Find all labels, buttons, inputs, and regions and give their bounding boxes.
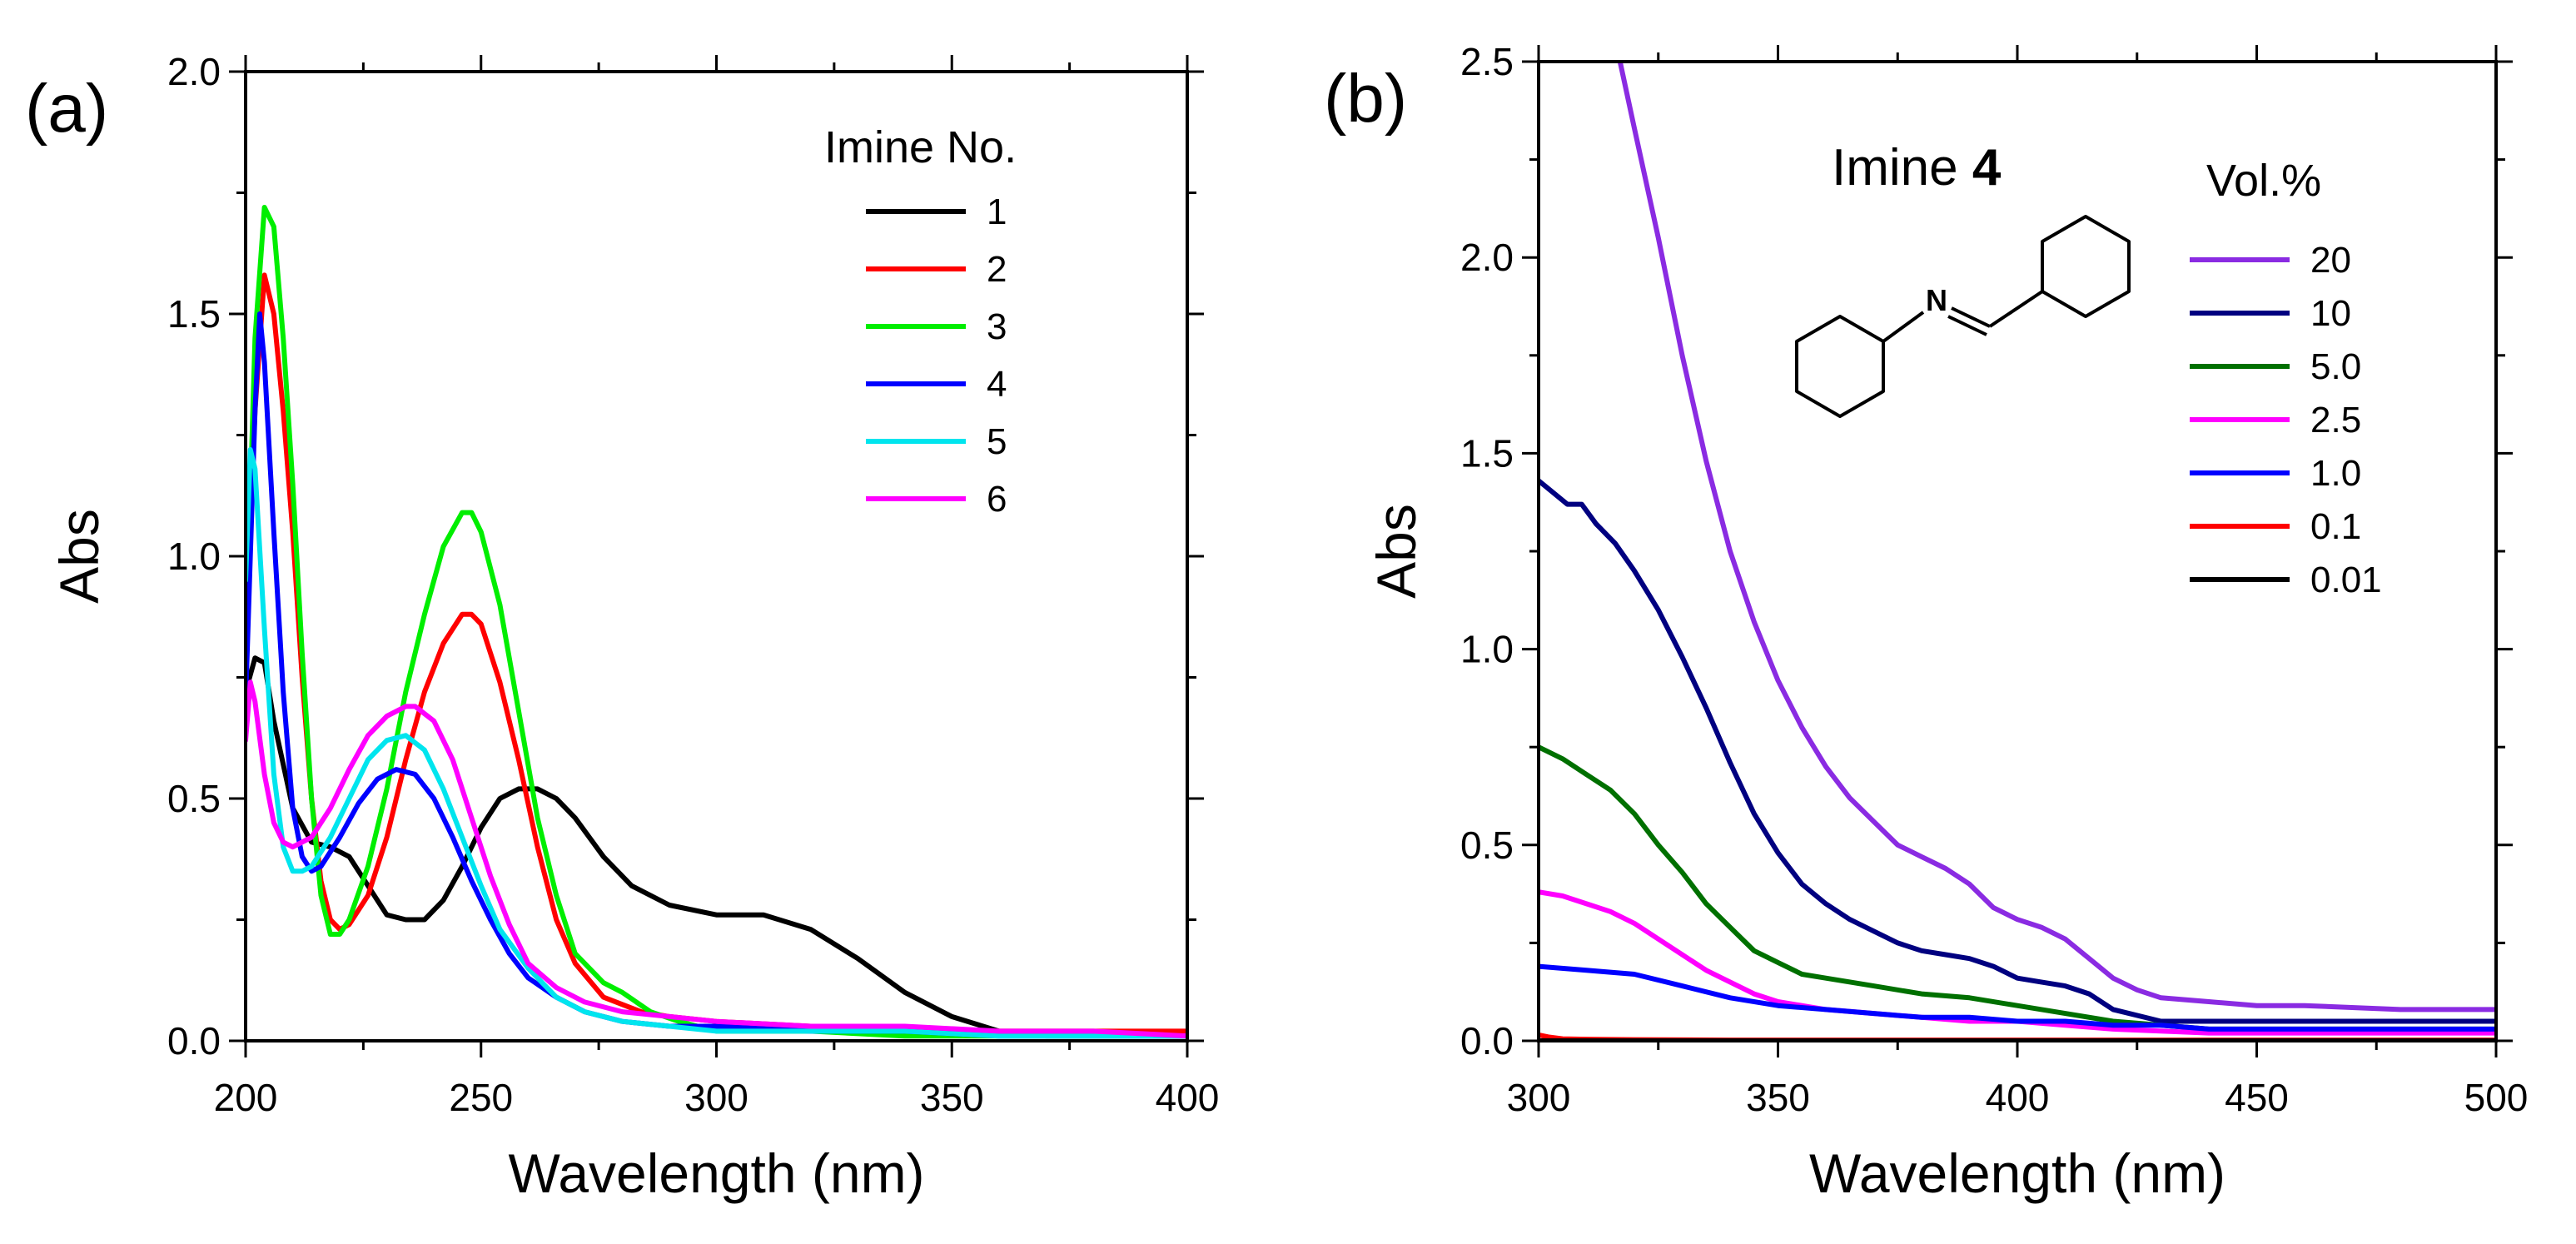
legend-label-0.1: 0.1 bbox=[2310, 506, 2361, 547]
series-line-2 bbox=[246, 272, 1187, 1034]
series-line-10 bbox=[1539, 478, 2496, 1024]
y-tick-label: 1.5 bbox=[1460, 431, 1514, 475]
cyclohexyl-ring-right bbox=[2041, 215, 2131, 318]
legend-label-20: 20 bbox=[2310, 240, 2351, 281]
bond-c-c bbox=[1988, 290, 2044, 328]
compound-annotation: Imine 4 bbox=[1832, 139, 2002, 197]
legend-label-3: 3 bbox=[987, 306, 1007, 347]
series-line-20 bbox=[1617, 62, 2496, 1013]
x-tick-label: 200 bbox=[214, 1076, 278, 1119]
x-tick-label: 500 bbox=[2464, 1076, 2529, 1119]
panel-label: (a) bbox=[25, 71, 108, 147]
plot-frame bbox=[244, 70, 1189, 1042]
x-tick-label: 350 bbox=[920, 1076, 984, 1119]
series-line-1 bbox=[246, 655, 1187, 1039]
nitrogen-atom-label: N bbox=[1926, 283, 1947, 317]
x-tick-label: 250 bbox=[449, 1076, 513, 1119]
plot-frame bbox=[1537, 60, 2498, 1042]
panel-b: 300 350 400 450 500 0.0 0.5 1.0 1.5 2.0 2.5 Wavelen… bbox=[1324, 40, 2528, 1204]
y-tick-label: 0.0 bbox=[1460, 1019, 1514, 1062]
y-axis-title: Abs bbox=[1365, 504, 1427, 599]
compound-number: 4 bbox=[1972, 139, 2002, 197]
x-tick-label: 400 bbox=[1156, 1076, 1220, 1119]
y-tick-label: 0.0 bbox=[167, 1019, 221, 1062]
bond-c-n bbox=[1882, 311, 1925, 343]
panel-label: (b) bbox=[1324, 61, 1407, 137]
y-tick-label: 0.5 bbox=[167, 777, 221, 820]
x-tick-label: 300 bbox=[1507, 1076, 1571, 1119]
cyclohexyl-ring-left bbox=[1795, 315, 1885, 418]
bond-n-c-double-2 bbox=[1947, 315, 1987, 336]
y-tick-label: 2.0 bbox=[1460, 236, 1514, 279]
series-line-4 bbox=[246, 311, 1187, 1039]
legend-label-5.0: 5.0 bbox=[2310, 346, 2361, 387]
series-group bbox=[1539, 62, 2496, 1041]
imine-structure: N bbox=[1795, 215, 2131, 418]
legend-label-2: 2 bbox=[987, 249, 1007, 290]
x-axis-title: Wavelength (nm) bbox=[1809, 1142, 2225, 1204]
series-line-1.0 bbox=[1539, 963, 2496, 1032]
y-tick-label: 0.5 bbox=[1460, 824, 1514, 867]
x-tick-label: 350 bbox=[1746, 1076, 1810, 1119]
panel-a: 200 250 300 350 400 0.0 0.5 1.0 1.5 2.0 Wavelength… bbox=[25, 50, 1219, 1204]
legend-label-0.01: 0.01 bbox=[2310, 560, 2382, 600]
legend-title: Vol.% bbox=[2206, 156, 2321, 206]
legend-label-2.5: 2.5 bbox=[2310, 400, 2361, 440]
legend-label-1.0: 1.0 bbox=[2310, 453, 2361, 494]
legend-label-10: 10 bbox=[2310, 293, 2351, 334]
x-axis-title: Wavelength (nm) bbox=[508, 1142, 924, 1204]
legend-title: Imine No. bbox=[824, 122, 1017, 172]
series-line-5 bbox=[246, 447, 1187, 1039]
series-line-6 bbox=[246, 679, 1187, 1039]
y-tick-label: 1.5 bbox=[167, 292, 221, 336]
y-tick-label: 2.5 bbox=[1460, 40, 1514, 83]
legend-label-6: 6 bbox=[987, 479, 1007, 520]
x-tick-label: 400 bbox=[1986, 1076, 2050, 1119]
legend-label-1: 1 bbox=[987, 192, 1007, 232]
legend-label-5: 5 bbox=[987, 421, 1007, 462]
legend-label-4: 4 bbox=[987, 364, 1007, 405]
y-tick-label: 2.0 bbox=[167, 50, 221, 93]
series-group bbox=[246, 205, 1187, 1039]
compound-prefix: Imine bbox=[1832, 139, 1972, 197]
y-axis-title: Abs bbox=[48, 509, 110, 604]
series-line-2.5 bbox=[1539, 889, 2496, 1036]
y-tick-label: 1.0 bbox=[167, 535, 221, 578]
x-tick-label: 300 bbox=[684, 1076, 748, 1119]
x-tick-label: 450 bbox=[2225, 1076, 2289, 1119]
y-tick-label: 1.0 bbox=[1460, 628, 1514, 671]
bond-n-c-double-1 bbox=[1951, 306, 1991, 328]
